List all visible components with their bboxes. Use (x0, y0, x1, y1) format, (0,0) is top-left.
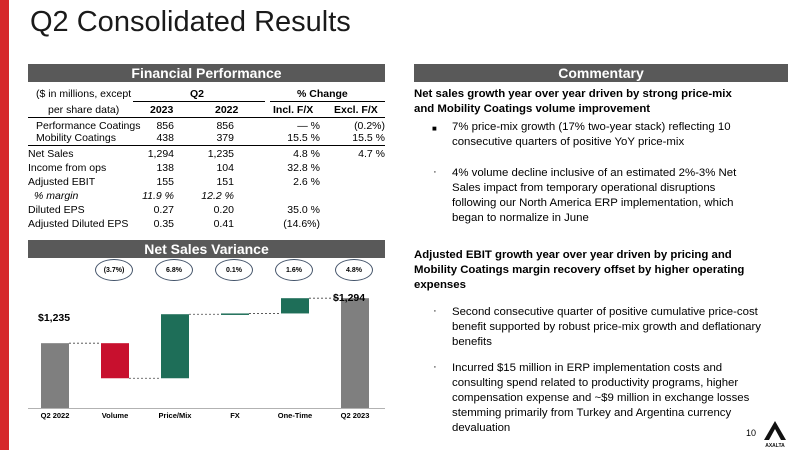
column-label-line2: per share data) (48, 104, 120, 116)
x-tick-label: Q2 2023 (340, 411, 370, 420)
pct-change-label: % Change (297, 88, 348, 100)
waterfall-bar-fx (221, 313, 249, 315)
change-incl-fx: (14.6%) (283, 218, 320, 230)
row-label: Adjusted EBIT (28, 176, 96, 188)
change-excl-fx: (0.2%) (354, 120, 385, 132)
x-tick-label: Price/Mix (158, 411, 192, 420)
change-incl-fx: 15.5 % (287, 132, 320, 144)
value-2023: 438 (156, 132, 174, 144)
commentary-heading: Adjusted EBIT growth year over year driv… (414, 249, 732, 261)
variance-pill: 1.6% (275, 259, 313, 281)
q2-label: Q2 (190, 88, 205, 100)
value-2023: 138 (156, 162, 174, 174)
change-incl-fx: 2.6 % (293, 176, 320, 188)
waterfall-bar-q2-2022 (41, 343, 69, 408)
change-incl-fx: 4.8 % (293, 148, 320, 160)
bullet-text: benefit supported by robust price-mix gr… (452, 321, 761, 333)
divider (270, 101, 385, 102)
value-2022: 856 (216, 120, 234, 132)
bullet-marker: · (433, 305, 437, 317)
row-label: Diluted EPS (28, 204, 85, 216)
bullet-text: 7% price-mix growth (17% two-year stack)… (452, 121, 731, 133)
end-value-label: $1,294 (333, 292, 366, 304)
variance-pill: (3.7%) (95, 259, 133, 281)
axalta-logo: AXALTA (764, 421, 786, 448)
bullet-text: Incurred $15 million in ERP implementati… (452, 362, 723, 374)
bullet-text: consulting spend related to productivity… (452, 377, 739, 389)
value-2022: 0.20 (213, 204, 234, 216)
value-2023: 155 (156, 176, 174, 188)
waterfall-bar-one-time (281, 298, 309, 314)
change-incl-fx: 32.8 % (287, 162, 320, 174)
row-label: Net Sales (28, 148, 74, 160)
page-title: Q2 Consolidated Results (30, 6, 351, 38)
row-label: Adjusted Diluted EPS (28, 218, 129, 230)
change-excl-fx: 4.7 % (358, 148, 385, 160)
change-excl-fx: 15.5 % (352, 132, 385, 144)
bullet-text: 4% volume decline inclusive of an estima… (452, 167, 737, 179)
divider (28, 117, 385, 118)
bullet-text: benefits (452, 336, 492, 348)
page-number: 10 (746, 428, 757, 438)
waterfall-bar-volume (101, 343, 129, 379)
value-2023: 0.27 (153, 204, 174, 216)
variance-pill: 6.8% (155, 259, 193, 281)
value-2023: 856 (156, 120, 174, 132)
financial-performance-header: Financial Performance (28, 64, 385, 82)
x-tick-label: Q2 2022 (40, 411, 70, 420)
year-2023-label: 2023 (150, 104, 174, 116)
value-2023: 0.35 (153, 218, 174, 230)
change-incl-fx: — % (297, 120, 320, 132)
divider (133, 101, 265, 102)
value-2022: 104 (216, 162, 234, 174)
waterfall-bar-q2-2023 (341, 298, 369, 408)
row-label: Income from ops (28, 162, 107, 174)
commentary-heading: and Mobility Coatings volume improvement (414, 103, 651, 115)
left-accent-bar (0, 0, 9, 450)
bullet-text: Sales impact from temporary operational … (452, 182, 716, 194)
change-incl-fx: 35.0 % (287, 204, 320, 216)
value-2022: 1,235 (207, 148, 234, 160)
bullet-text: following our North America ERP implemen… (452, 197, 734, 209)
value-2023: 11.9 % (142, 190, 174, 202)
row-label: Performance Coatings (36, 120, 141, 132)
start-value-label: $1,235 (38, 312, 71, 324)
bullet-text: stemming primarily from Turkey and Argen… (452, 407, 732, 419)
bullet-text: began to normalize in June (452, 212, 589, 224)
value-2023: 1,294 (147, 148, 174, 160)
variance-pill: 4.8% (335, 259, 373, 281)
value-2022: 0.41 (213, 218, 234, 230)
incl-fx-label: Incl. F/X (273, 104, 314, 116)
commentary-heading: Mobility Coatings margin recovery offset… (414, 264, 745, 276)
commentary-heading: Net sales growth year over year driven b… (414, 88, 732, 100)
commentary-heading: expenses (414, 279, 466, 291)
net-sales-variance-header: Net Sales Variance (28, 240, 385, 258)
excl-fx-label: Excl. F/X (334, 104, 378, 116)
value-2022: 379 (216, 132, 234, 144)
waterfall-bar-price-mix (161, 314, 189, 379)
year-2022-label: 2022 (215, 104, 239, 116)
bullet-text: Second consecutive quarter of positive c… (452, 306, 758, 318)
bullet-text: consecutive quarters of positive YoY pri… (452, 136, 685, 148)
row-label: % margin (34, 190, 79, 202)
bullet-text: compensation expense and ~$9 million in … (452, 392, 750, 404)
x-tick-label: One-Time (277, 411, 313, 420)
commentary-header: Commentary (414, 64, 788, 82)
divider (28, 145, 385, 146)
svg-text:AXALTA: AXALTA (765, 443, 785, 448)
bullet-marker: ■ (432, 124, 437, 133)
bullet-marker: · (433, 166, 437, 178)
value-2022: 12.2 % (201, 190, 234, 202)
x-tick-label: Volume (101, 411, 129, 420)
x-tick-label: FX (230, 411, 240, 420)
variance-pill: 0.1% (215, 259, 253, 281)
value-2022: 151 (216, 176, 234, 188)
bullet-marker: · (433, 361, 437, 373)
bullet-text: devaluation (452, 422, 511, 434)
column-label-line1: ($ in millions, except (36, 88, 132, 100)
row-label: Mobility Coatings (36, 132, 116, 144)
